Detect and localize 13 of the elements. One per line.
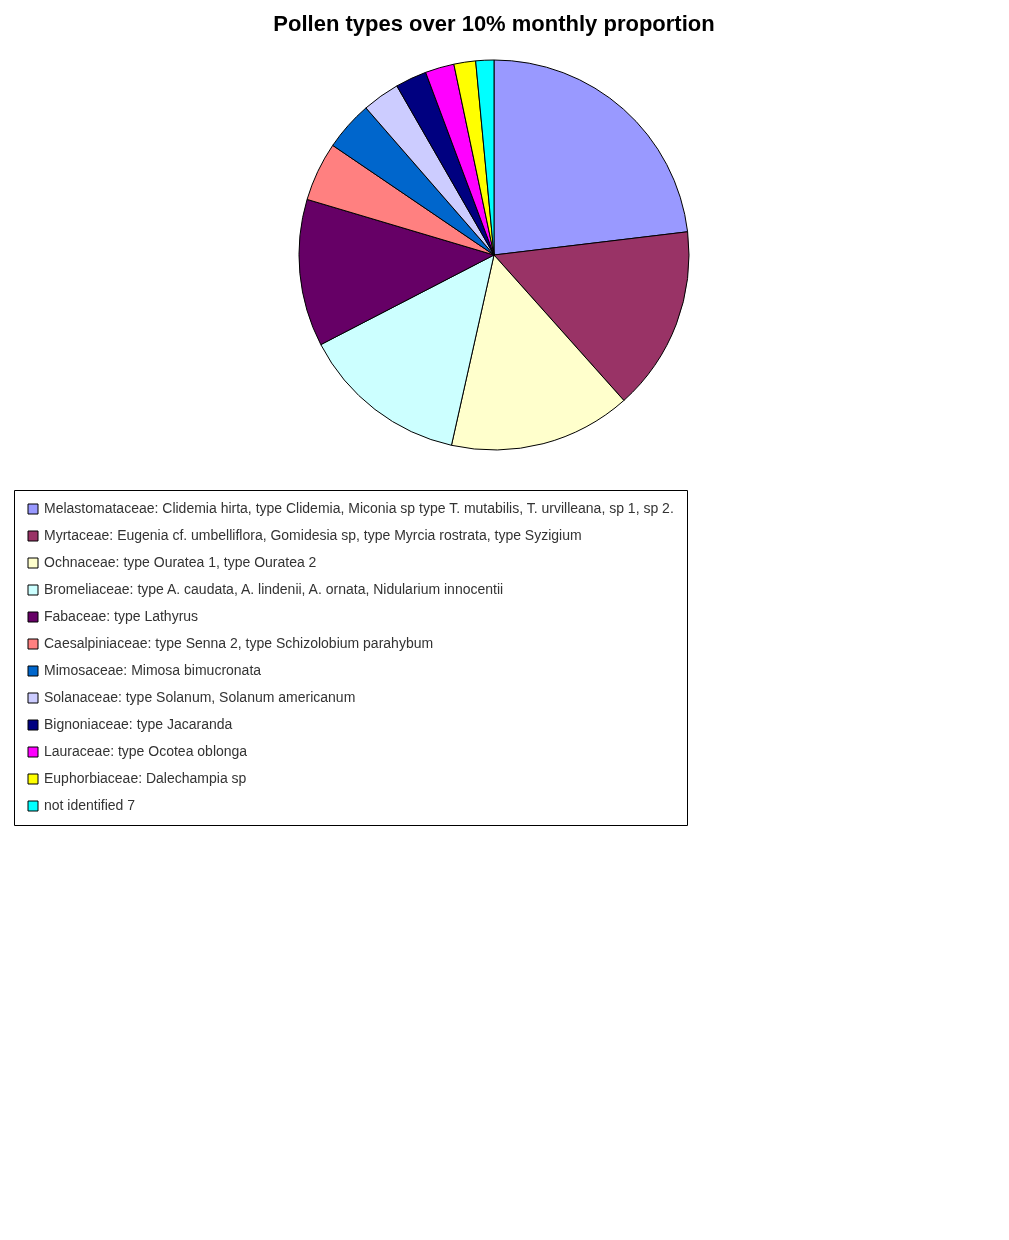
legend-label: Euphorbiaceae: Dalechampia sp (44, 770, 247, 786)
legend-label: Bromeliaceae: type A. caudata, A. lindenii, A. ornata, Nidularium innocentii (44, 581, 504, 597)
chart-title: Pollen types over 10% monthly proportion (273, 11, 715, 36)
legend-label: Caesalpiniaceae: type Senna 2, type Schizolobium parahybum (44, 635, 434, 651)
legend-label: Solanaceae: type Solanum, Solanum americanum (44, 689, 356, 705)
legend-label: not identified 7 (44, 797, 136, 813)
legend-label: Ochnaceae: type Ouratea 1, type Ouratea 2 (44, 554, 317, 570)
legend-label: Myrtaceae: Eugenia cf. umbelliflora, Gomidesia sp, type Myrcia rostrata, type Syzigium (44, 527, 582, 543)
legend-label: Fabaceae: type Lathyrus (44, 608, 199, 624)
legend-label: Mimosaceae: Mimosa bimucronata (44, 662, 262, 678)
legend-label: Lauraceae: type Ocotea oblonga (44, 743, 248, 759)
legend-label: Bignoniaceae: type Jacaranda (44, 716, 233, 732)
legend-label: Melastomataceae: Clidemia hirta, type Clidemia, Miconia sp type T. mutabilis, T. urvilleana, sp 1, sp 2. (44, 500, 674, 516)
